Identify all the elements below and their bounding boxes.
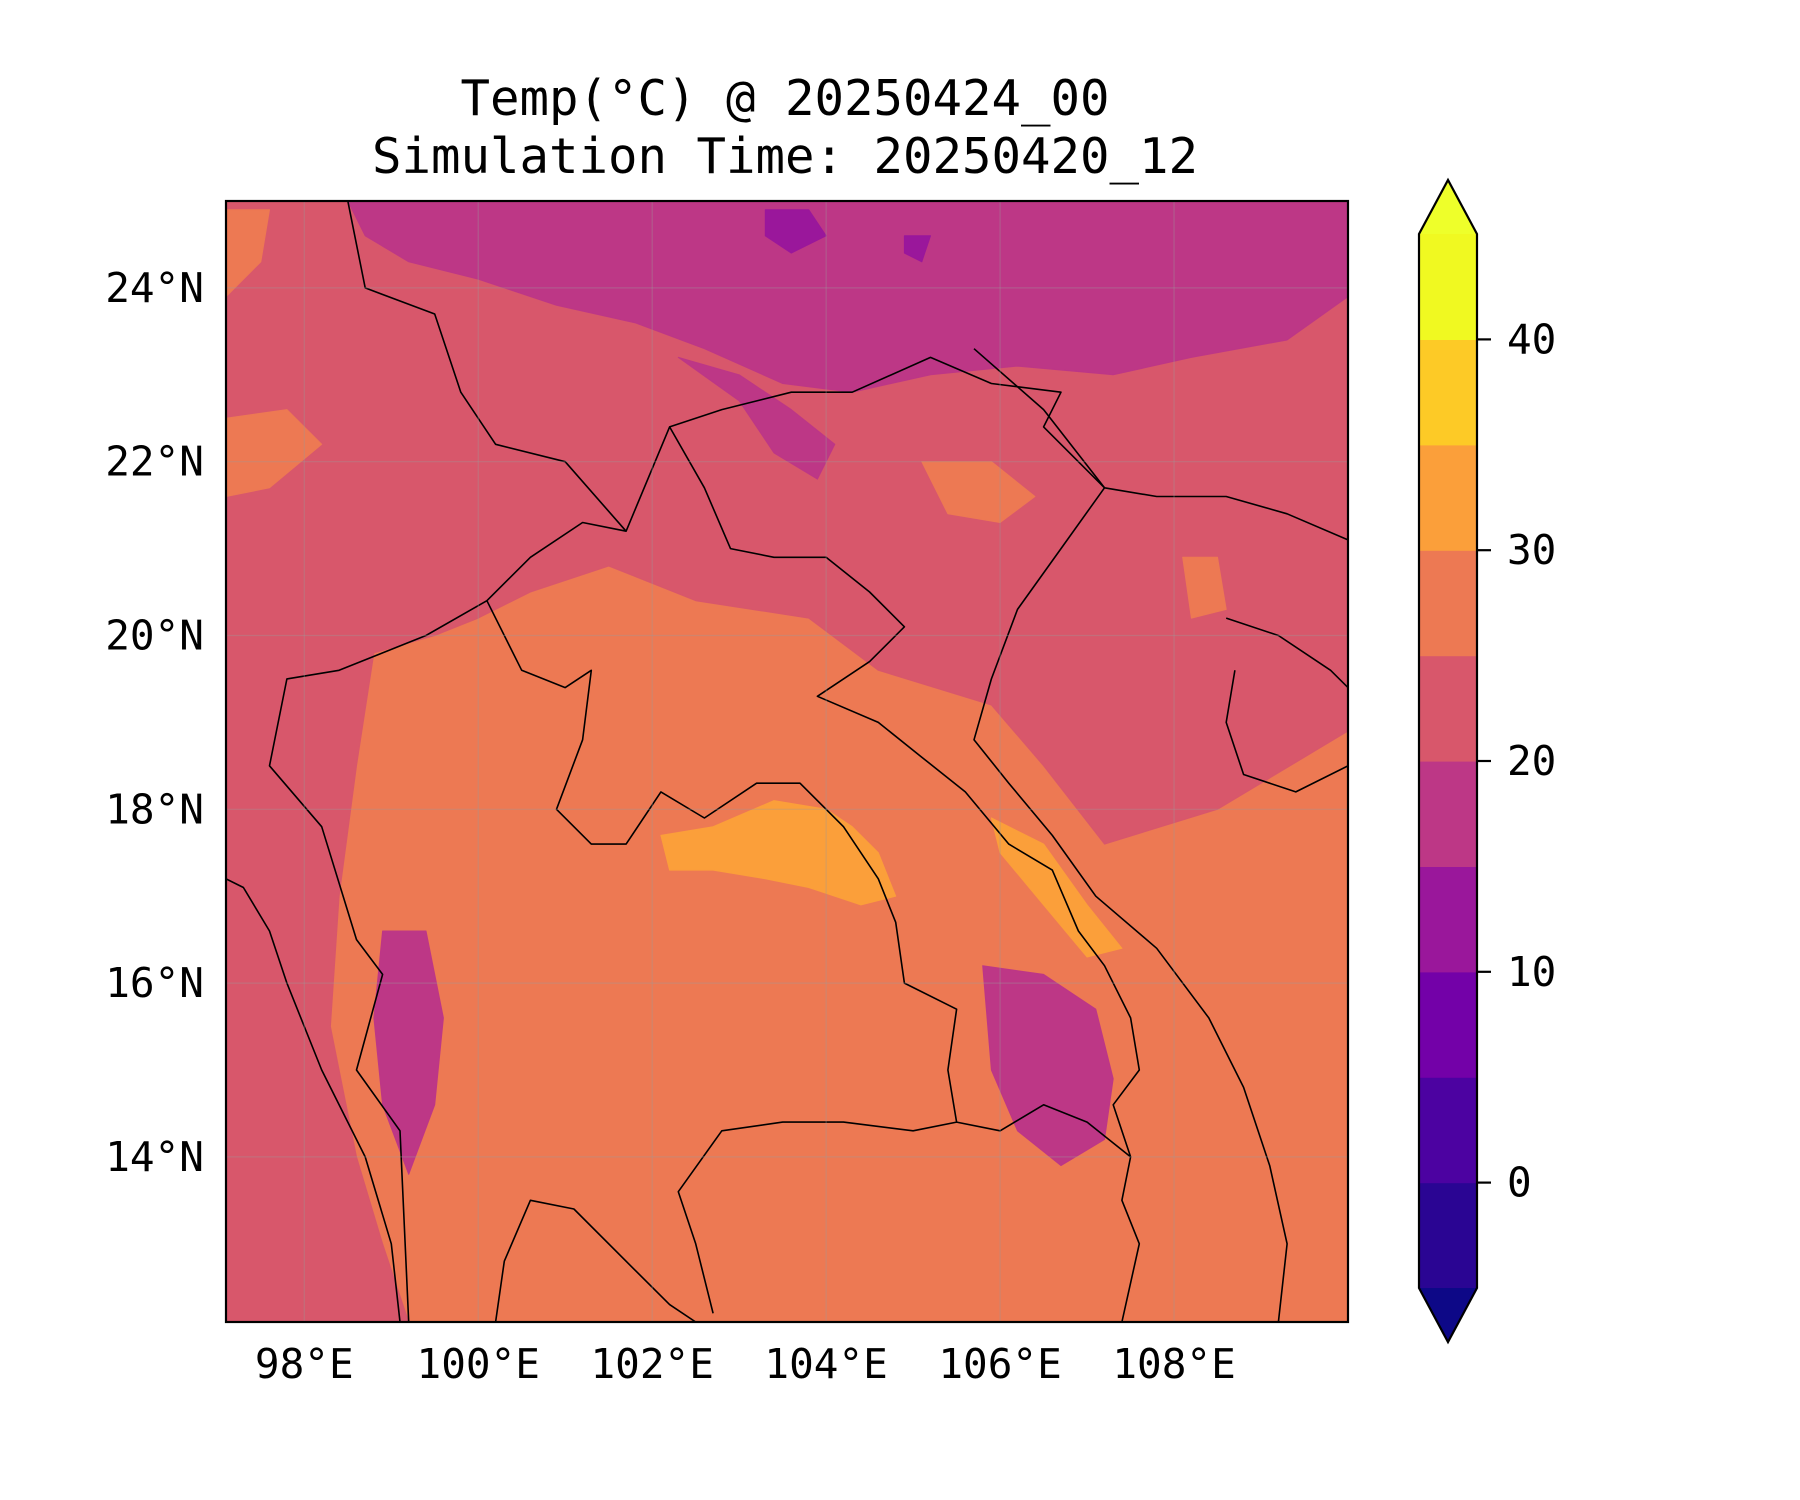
lon-tick-label: 98°E <box>255 1340 354 1388</box>
colorbar-segment <box>1419 971 1477 1078</box>
lat-tick-label: 22°N <box>105 438 204 486</box>
colorbar-segment <box>1419 866 1477 973</box>
temperature-region-5 <box>373 930 444 1175</box>
temperature-region-12 <box>660 800 897 906</box>
lat-tick-label: 24°N <box>105 264 204 312</box>
temperature-region-1 <box>226 201 1348 1322</box>
coastline-2 <box>973 487 1288 1322</box>
lon-tick-label: 108°E <box>1112 1340 1235 1388</box>
colorbar-segment <box>1419 339 1477 446</box>
country-border-2 <box>625 356 1106 532</box>
colorbar-under-extension <box>1419 1288 1477 1342</box>
map-frame <box>224 199 1350 1324</box>
colorbar-tick-label: 0 <box>1507 1159 1532 1207</box>
lat-tick-label: 18°N <box>105 785 204 833</box>
country-border-5 <box>956 1104 1132 1158</box>
colorbar-segment <box>1419 1182 1477 1289</box>
lon-tick-label: 102°E <box>590 1340 713 1388</box>
colorbar-segment <box>1419 655 1477 762</box>
colorbar-tick-label: 20 <box>1507 737 1556 785</box>
temperature-region-7 <box>903 235 931 263</box>
colorbar-tick-label: 40 <box>1507 315 1556 363</box>
lon-tick-label: 100°E <box>417 1340 540 1388</box>
temperature-field <box>226 201 1348 1322</box>
lat-tick-label: 16°N <box>105 959 204 1007</box>
colorbar-segment <box>1419 444 1477 551</box>
map-panel: 98°E 100°E 102°E 104°E 106°E 108°E 24°N 22°N 20°… <box>105 199 1350 1388</box>
lat-tick-label: 20°N <box>105 611 204 659</box>
colorbar-tick-label: 10 <box>1507 948 1556 996</box>
title-line-2: Simulation Time: 20250420_12 <box>372 128 1198 185</box>
temperature-region-11 <box>226 209 270 298</box>
colorbar-segment <box>1419 550 1477 657</box>
coastline-3 <box>226 878 401 1322</box>
colorbar-over-extension <box>1419 180 1477 234</box>
temperature-region-4 <box>982 965 1114 1167</box>
temperature-region-9 <box>1182 556 1227 619</box>
colorbar-tick-label: 30 <box>1507 526 1556 574</box>
coastline-1 <box>973 348 1348 541</box>
lat-tick-label: 14°N <box>105 1133 204 1181</box>
temperature-region-6 <box>764 209 827 254</box>
colorbar-segment <box>1419 1077 1477 1184</box>
country-border-1 <box>268 201 627 1322</box>
lon-tick-label: 104°E <box>764 1340 887 1388</box>
coastline-4 <box>494 1199 697 1322</box>
colorbar-segment <box>1419 761 1477 867</box>
title-line-1: Temp(°C) @ 20250424_00 <box>460 70 1109 127</box>
coastline-6 <box>1225 670 1348 793</box>
country-border-4 <box>486 600 958 1314</box>
lon-tick-label: 106°E <box>938 1340 1061 1388</box>
colorbar-segment <box>1419 234 1477 340</box>
temperature-region-8 <box>921 461 1036 523</box>
temperature-region-3 <box>677 356 836 480</box>
colorbar-outline <box>1417 177 1479 1345</box>
temperature-region-10 <box>226 409 323 497</box>
coastline-5 <box>1225 617 1348 689</box>
country-border-3 <box>668 426 1141 1322</box>
colorbar: 0 10 20 30 40 <box>1417 177 1556 1345</box>
